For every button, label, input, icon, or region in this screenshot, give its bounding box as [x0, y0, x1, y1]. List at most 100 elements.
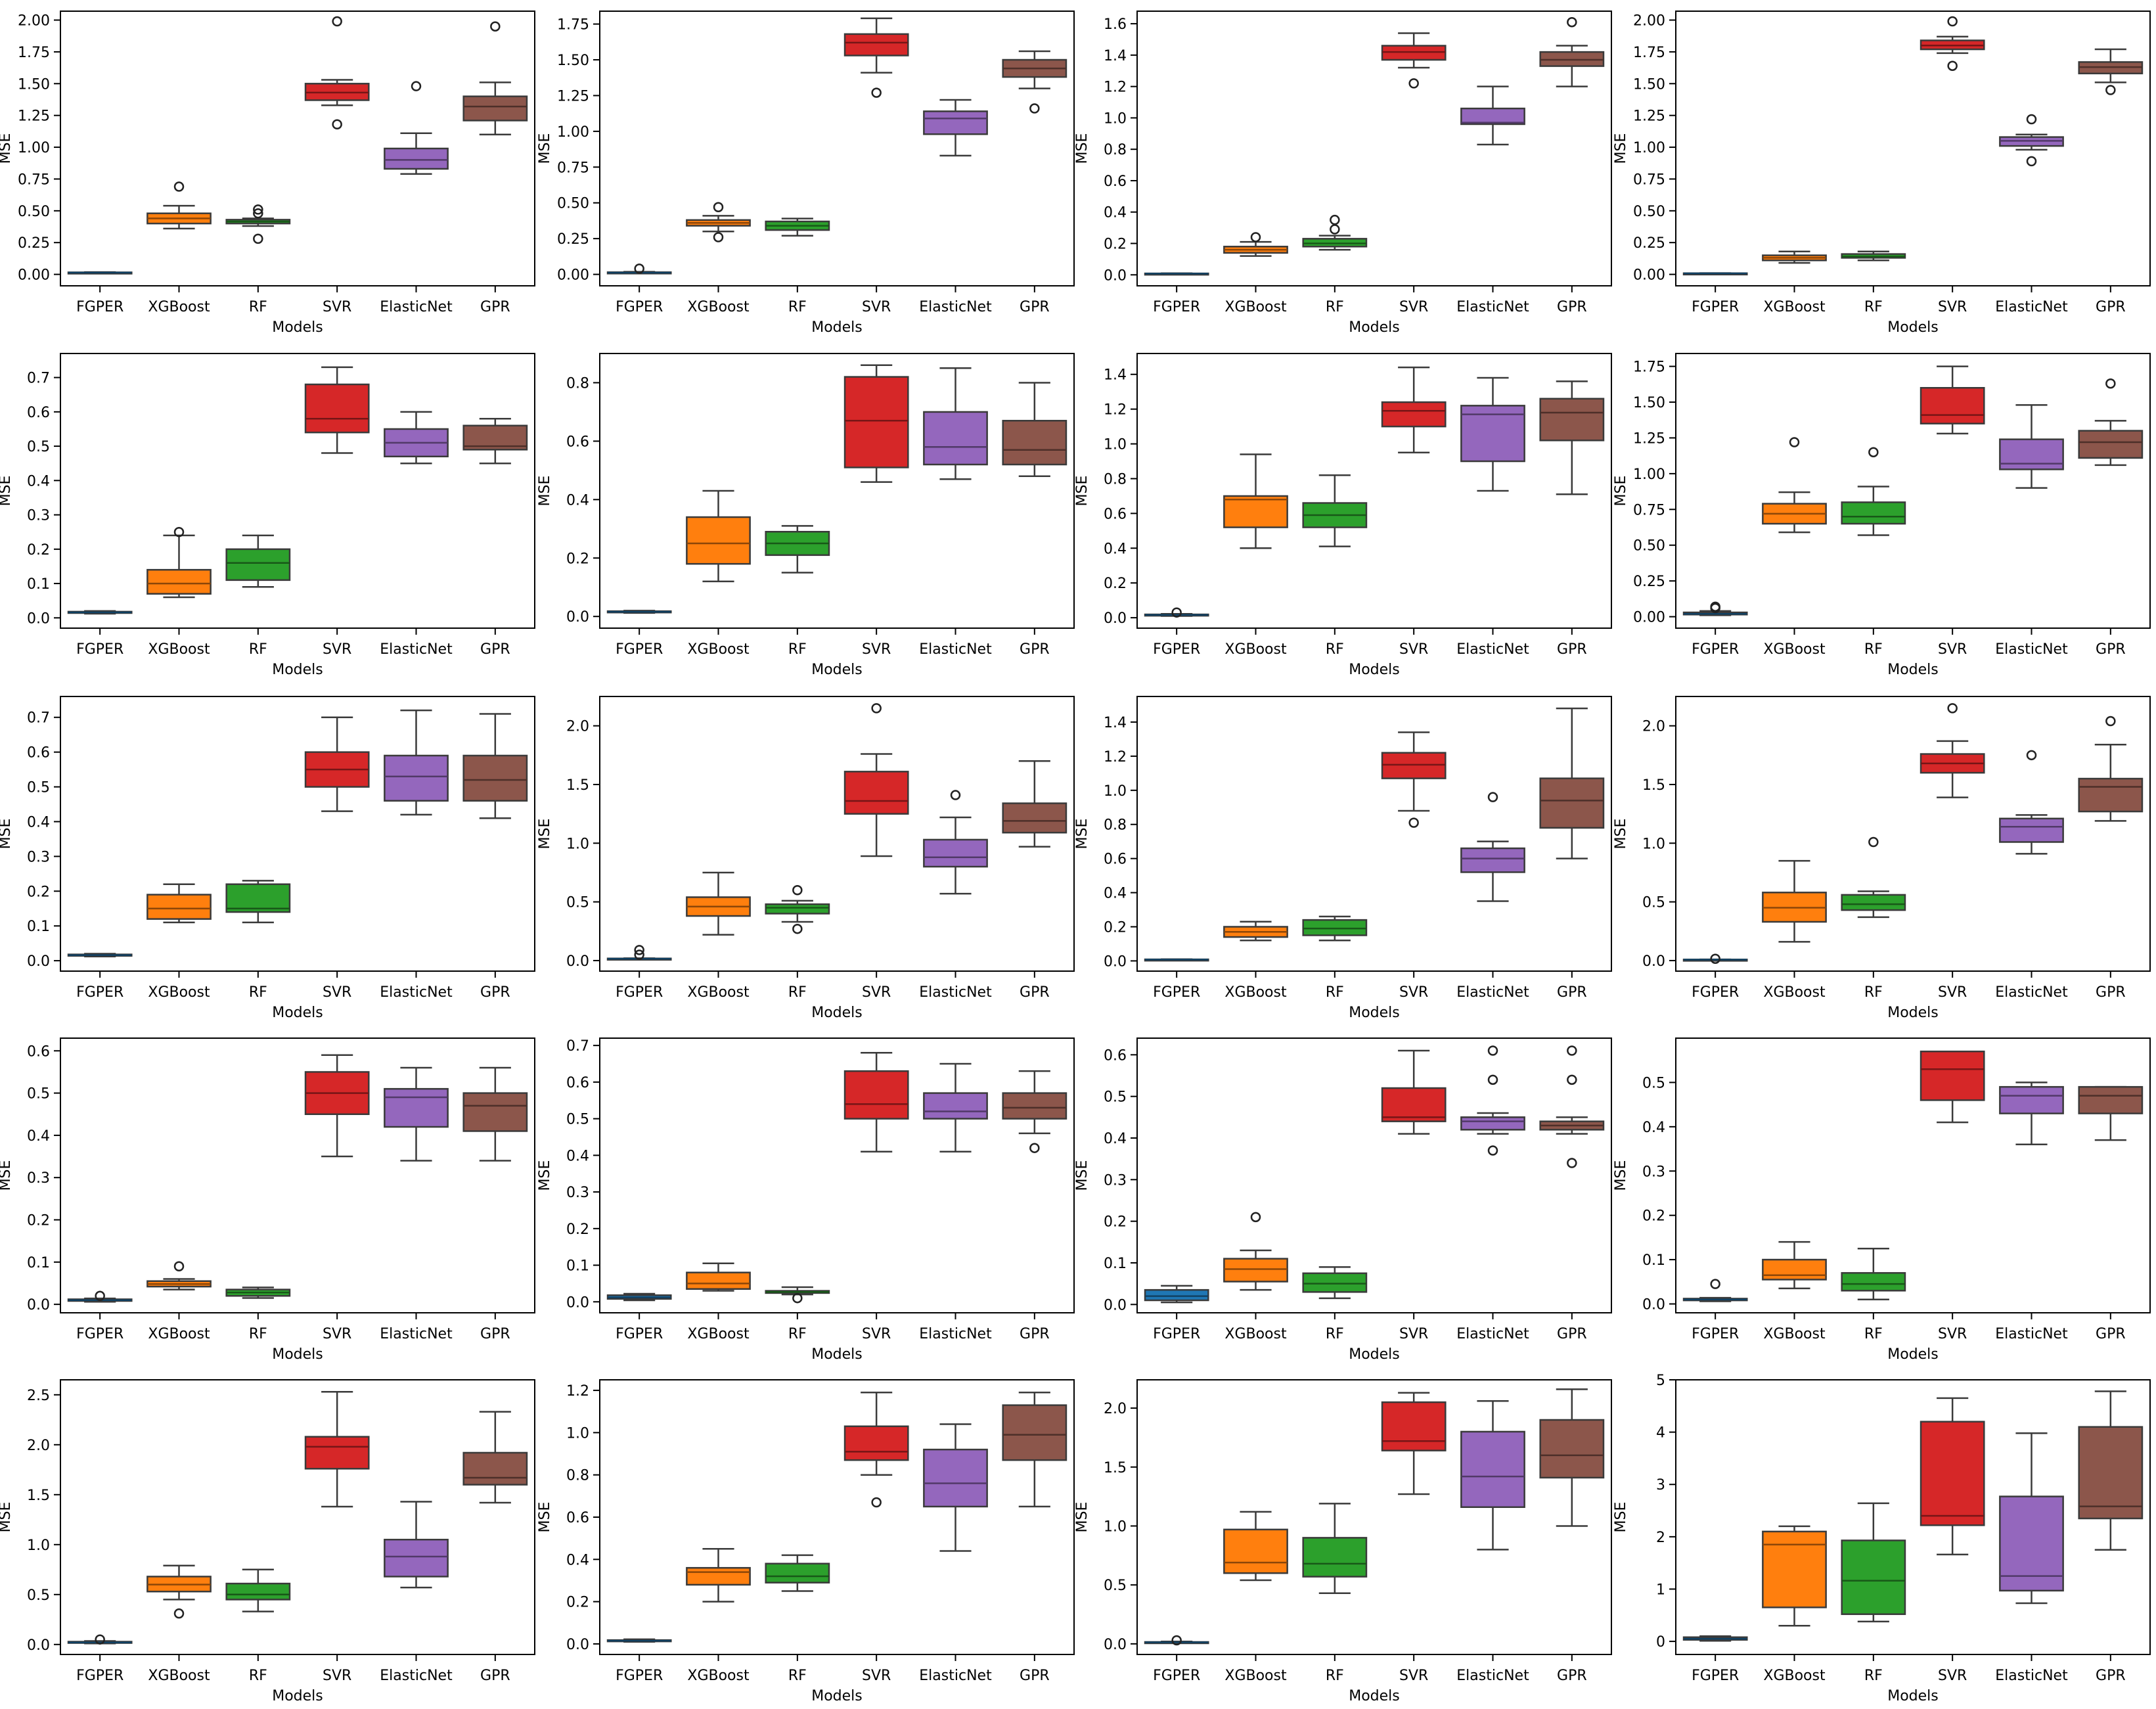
outlier-point [1408, 78, 1419, 89]
y-tick-label: 0.50 [1633, 538, 1665, 555]
subplot-11: 0.0 0.2 0.4 0.6 0.8 1.0 1.2 1.4 FGPER XGBoost RF SV… [1074, 696, 1612, 1021]
outlier-point [1789, 437, 1800, 447]
box-fgper [606, 1638, 672, 1643]
box-elasticnet [1460, 1045, 1525, 1156]
box-gpr [2078, 48, 2144, 95]
x-tick-label: XGBoost [1224, 1668, 1287, 1684]
iqr-box [146, 894, 212, 920]
y-tick-label: 2.00 [18, 13, 50, 30]
x-axis-label: Models [1349, 1346, 1400, 1363]
outlier-point [792, 923, 803, 934]
iqr-box [1381, 752, 1447, 779]
x-tick-label: ElasticNet [919, 984, 992, 1001]
box-rf [1841, 447, 1906, 536]
outlier-point [1710, 953, 1720, 964]
box-fgper [606, 610, 672, 614]
y-tick-label: 1.0 [1642, 836, 1665, 852]
y-tick-label: 0.6 [566, 434, 589, 450]
box-svr [304, 16, 370, 129]
iqr-box [304, 383, 370, 434]
outlier-point [1947, 703, 1958, 714]
y-tick-label: 0.6 [566, 1075, 589, 1091]
axes-frame [1675, 353, 2151, 629]
box-xgboost [1223, 232, 1288, 257]
box-elasticnet [1999, 114, 2064, 167]
x-tick-label: FGPER [616, 984, 663, 1001]
x-tick-label: XGBoost [1763, 1668, 1826, 1684]
x-axis-label: Models [1349, 319, 1400, 336]
x-tick-label: GPR [2096, 641, 2126, 658]
x-axis-label: Models [1349, 662, 1400, 678]
box-svr [843, 1052, 909, 1153]
y-tick-label: 1.0 [1104, 437, 1127, 453]
iqr-box [462, 1451, 528, 1486]
y-tick-label: 1.00 [557, 124, 589, 141]
iqr-box [1002, 420, 1067, 466]
x-tick-label: GPR [1020, 641, 1050, 658]
x-tick-label: ElasticNet [919, 1668, 992, 1684]
y-tick-label: 0 [1656, 1634, 1665, 1651]
subplot-18: 0.0 0.2 0.4 0.6 0.8 1.0 1.2 FGPER XGBoost RF SVR El… [537, 1379, 1075, 1704]
y-tick-label: 0.0 [1104, 1297, 1127, 1313]
y-tick-label: 0.4 [566, 1552, 589, 1568]
outlier-point [634, 263, 644, 274]
y-tick-label: 0.5 [566, 895, 589, 911]
y-tick-label: 0.0 [566, 953, 589, 970]
outlier-point [253, 233, 263, 244]
x-tick-label: RF [1326, 984, 1344, 1001]
y-tick-label: 0.4 [1104, 205, 1127, 221]
box-fgper [1682, 953, 1748, 964]
iqr-box [1302, 919, 1368, 936]
y-tick-label: 0.0 [566, 609, 589, 626]
y-tick-label: 0.00 [1633, 610, 1665, 626]
x-tick-label: SVR [1399, 984, 1428, 1001]
y-tick-label: 0.4 [1104, 541, 1127, 557]
box-gpr [1539, 380, 1605, 495]
axes-frame [1675, 696, 2151, 972]
box-svr [1381, 1049, 1447, 1135]
x-axis-label: Models [272, 662, 323, 678]
box-elasticnet [923, 790, 988, 895]
x-tick-label: FGPER [76, 984, 124, 1001]
y-tick-label: 0.0 [566, 1294, 589, 1311]
axes-frame [60, 1379, 535, 1655]
outlier-point [1029, 1143, 1040, 1153]
x-tick-label: SVR [1399, 299, 1428, 315]
y-axis-label: MSE [1613, 819, 1629, 850]
axes-frame [60, 696, 535, 972]
outlier-point [1487, 1145, 1498, 1156]
iqr-box [686, 1566, 751, 1586]
axes-frame [599, 1379, 1075, 1655]
box-rf [1302, 915, 1368, 942]
box-rf [225, 534, 291, 588]
box-fgper [67, 271, 133, 275]
outlier-point [1567, 1074, 1577, 1085]
axes-frame [599, 11, 1075, 286]
y-axis-label: MSE [0, 819, 14, 850]
y-tick-label: 0.50 [1633, 204, 1665, 220]
box-fgper [1144, 1285, 1209, 1304]
y-tick-label: 1.00 [18, 140, 50, 156]
box-gpr [1539, 1045, 1605, 1168]
iqr-box [1302, 1537, 1368, 1578]
box-gpr [2078, 378, 2144, 467]
x-tick-label: RF [1864, 641, 1883, 658]
y-tick-label: 0.2 [566, 1221, 589, 1238]
y-tick-label: 0.1 [1104, 1256, 1127, 1272]
y-tick-label: 1.25 [18, 108, 50, 125]
box-elasticnet [923, 1062, 988, 1153]
box-xgboost [686, 1547, 751, 1603]
box-rf [225, 880, 291, 924]
iqr-box [1841, 1272, 1906, 1292]
y-tick-label: 4 [1656, 1425, 1665, 1442]
y-tick-label: 0.8 [566, 1468, 589, 1484]
axes-frame [60, 1037, 535, 1313]
box-fgper [67, 953, 133, 958]
outlier-point [173, 181, 185, 192]
x-tick-label: ElasticNet [919, 1326, 992, 1342]
box-xgboost [686, 1262, 751, 1292]
x-tick-label: XGBoost [148, 641, 210, 658]
iqr-box [1999, 817, 2064, 843]
subplot-13: 0.0 0.1 0.2 0.3 0.4 0.5 0.6 FGPER XGBoost RF SVR El… [0, 1037, 535, 1363]
iqr-box [1841, 501, 1906, 525]
